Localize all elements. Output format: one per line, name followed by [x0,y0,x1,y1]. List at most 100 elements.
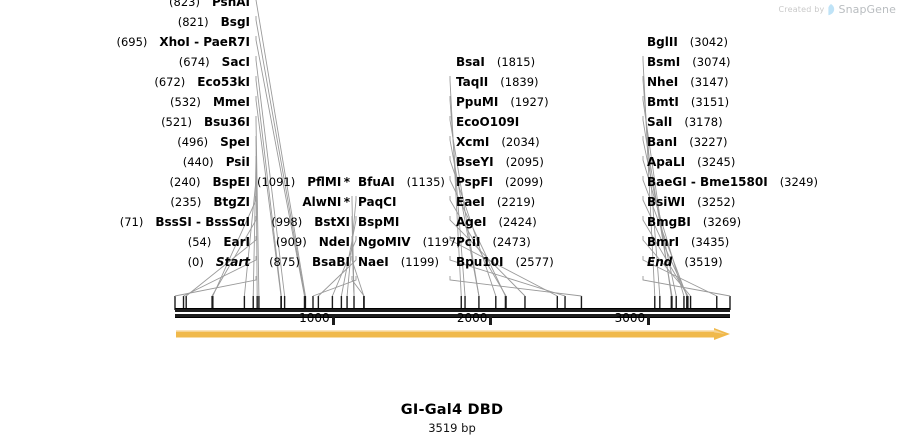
restriction-site-label: BaeGI - Bme1580I (3249) [647,172,818,192]
restriction-site-label: ApaLI (3245) [647,152,735,172]
restriction-site-label: (875) BsaBI [269,252,350,272]
restriction-site-label: AlwNI * [302,192,350,212]
sequence-backbone [175,308,730,318]
restriction-site-label: (71) BssSI - BssSαI [120,212,250,232]
site-position: (875) [269,255,300,269]
site-multiple-cut-asterisk: * [341,195,350,209]
site-enzyme-name: BsgI [220,15,250,29]
site-position: (2577) [515,255,554,269]
site-enzyme-name: EaeI [456,195,485,209]
restriction-site-label: PspFI (2099) [456,172,543,192]
restriction-site-label: AgeI (2424) [456,212,537,232]
restriction-site-label: NheI (3147) [647,72,728,92]
sequence-name: GI-Gal4 DBD [400,402,504,418]
site-enzyme-name: Bsu36I [204,115,250,129]
site-enzyme-name: PaqCI [358,195,397,209]
site-position: (3147) [690,75,729,89]
site-enzyme-name: SalI [647,115,673,129]
snapgene-watermark: Created by SnapGene [778,3,896,16]
site-position: (909) [275,235,307,249]
site-position: (3178) [684,115,723,129]
site-position: (1091) [256,175,296,189]
restriction-site-label: (440) PsiI [183,152,250,172]
restriction-site-label: PciI (2473) [456,232,531,252]
site-enzyme-name: BmtI [647,95,679,109]
restriction-site-label: BglII (3042) [647,32,728,52]
restriction-site-label: Bpu10I (2577) [456,252,554,272]
restriction-site-label: (54) EarI [188,232,250,252]
site-enzyme-name: PciI [456,235,481,249]
site-position: (821) [177,15,209,29]
site-enzyme-name: BsaBI [312,255,350,269]
site-enzyme-name: SpeI [220,135,250,149]
restriction-site-label: (496) SpeI [177,132,250,152]
site-position: (521) [161,115,192,129]
restriction-site-label: (521) Bsu36I [161,112,250,132]
site-enzyme-name: EcoO109I [456,115,520,129]
site-enzyme-name: PpuMI [456,95,499,109]
ruler-tick [489,316,493,325]
site-position: (1839) [500,75,539,89]
site-position: (674) [178,55,210,69]
site-enzyme-name: PshAI [211,0,250,9]
site-enzyme-name: MmeI [212,95,250,109]
site-position: (1135) [406,175,445,189]
restriction-site-label: (1091) PflMI * [257,172,350,192]
site-enzyme-name: BseYI [456,155,494,169]
restriction-site-label: NgoMIV (1197) [358,232,461,252]
site-position: (3227) [689,135,728,149]
site-enzyme-name: BspEI [212,175,250,189]
site-position: (532) [170,95,201,109]
site-multiple-cut-asterisk: * [341,175,350,189]
site-enzyme-name: BanI [647,135,678,149]
site-position: (3252) [697,195,736,209]
restriction-site-label: BsaI (1815) [456,52,535,72]
site-enzyme-name: BspMI [358,215,400,229]
site-enzyme-name: BaeGI - Bme1580I [647,175,768,189]
ruler-tick [647,316,651,325]
restriction-site-label: TaqII (1839) [456,72,539,92]
watermark-created-by-label: Created by [778,5,825,14]
restriction-site-label: BmgBI (3269) [647,212,741,232]
site-enzyme-name: PflMI [307,175,342,189]
site-position: (3245) [697,155,736,169]
site-enzyme-name: AlwNI [302,195,342,209]
ruler-tick-label: 3000 [614,311,646,325]
site-position: (1197) [422,235,461,249]
site-enzyme-name: NaeI [358,255,389,269]
site-position: (235) [170,195,202,209]
restriction-site-label: XcmI (2034) [456,132,540,152]
restriction-site-label: BspMI [358,212,399,232]
ruler-tick [331,316,335,325]
restriction-site-label: (0) Start [188,252,250,272]
restriction-site-label: (674) SacI [179,52,250,72]
site-position: (71) [119,215,144,229]
restriction-site-label: (695) XhoI - PaeR7I [116,32,250,52]
site-enzyme-name: BfuAI [358,175,395,189]
orientation-arrow [176,328,730,340]
site-position: (3074) [692,55,731,69]
site-enzyme-name: End [647,255,673,269]
restriction-site-label: PpuMI (1927) [456,92,549,112]
site-enzyme-name: BsmI [647,55,681,69]
ruler-tick-label: 1000 [299,311,330,325]
site-enzyme-name: SacI [221,55,250,69]
restriction-site-label: (909) NdeI [276,232,350,252]
site-enzyme-name: BtgZI [213,195,250,209]
site-enzyme-name: Start [215,255,250,269]
site-enzyme-name: BsiWI [647,195,686,209]
site-position: (2473) [492,235,531,249]
site-position: (823) [169,0,200,9]
site-position: (0) [187,255,204,269]
site-enzyme-name: TaqII [456,75,489,89]
sequence-length: 3519 bp [428,421,476,435]
site-enzyme-name: BsaI [456,55,485,69]
restriction-site-label: NaeI (1199) [358,252,439,272]
restriction-site-label: BmrI (3435) [647,232,729,252]
site-position: (240) [169,175,201,189]
title-block: GI-Gal4 DBD 3519 bp [0,402,904,435]
restriction-site-label: PaqCI [358,192,396,212]
site-enzyme-name: BmgBI [647,215,691,229]
site-position: (3249) [779,175,818,189]
site-position: (3435) [691,235,730,249]
